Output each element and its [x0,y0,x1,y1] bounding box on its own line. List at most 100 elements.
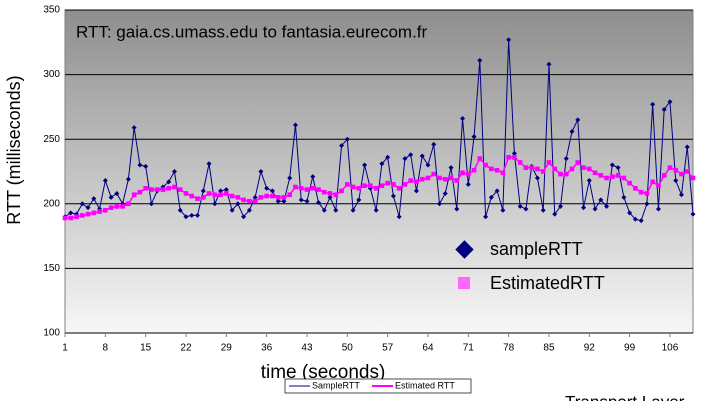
point [166,179,172,185]
point [379,183,385,189]
point [200,195,206,200]
point [327,194,333,200]
plot-area [64,9,694,334]
point [298,197,304,203]
point [373,185,379,191]
point [97,209,102,214]
point [345,182,350,187]
point [258,169,264,174]
point [460,170,465,176]
x-tick-label: 78 [503,343,515,354]
point [534,175,540,181]
point [385,180,390,186]
point [402,156,408,162]
point [511,150,517,156]
point [425,175,431,181]
point [436,201,442,207]
point [431,141,437,147]
x-axis-label: time (seconds) [261,362,386,383]
point [206,161,212,167]
point [114,190,120,196]
point [627,210,633,216]
point [586,166,592,172]
point [160,187,166,192]
legend-label: EstimatedRTT [490,273,605,293]
legend-entry: SampleRTT [312,380,360,390]
point [598,173,604,178]
point [189,193,195,199]
point [385,154,391,160]
point [414,179,419,185]
point [615,165,621,171]
point [339,188,344,194]
point [644,191,650,196]
point [656,183,661,189]
point [212,192,218,198]
point [552,166,558,172]
point [391,182,396,187]
point [362,162,368,168]
point [195,212,201,218]
point [592,170,598,176]
point [137,189,143,195]
point [379,161,385,167]
point [293,184,298,190]
point [143,185,148,191]
point [396,214,402,220]
point [442,190,448,196]
y-tick-label: 200 [43,198,60,209]
point [183,214,189,220]
point [241,214,247,220]
point [581,205,587,211]
legend-entry: Estimated RTT [395,380,455,390]
point [477,57,483,63]
x-tick-label: 99 [624,343,636,354]
point [218,192,223,198]
point [390,193,396,199]
y-tick-label: 300 [43,69,60,80]
point [368,183,373,189]
point [85,205,91,211]
point [74,214,79,220]
point [298,185,304,191]
point [529,165,534,170]
point [690,211,696,217]
point [546,160,552,165]
point [650,179,655,185]
point [661,173,667,178]
point [195,196,200,201]
point [292,122,298,128]
point [673,167,679,173]
point [419,176,425,182]
point [339,143,345,149]
point [321,207,327,213]
point [91,210,97,216]
point [678,192,684,198]
legend-marker [455,240,474,259]
x-tick-label: 92 [584,343,596,354]
point [540,207,546,213]
point [350,184,356,190]
point [488,194,494,200]
point [540,169,546,174]
point [494,167,500,173]
point [684,169,690,174]
y-tick-label: 150 [43,263,60,274]
point [264,185,270,191]
point [304,187,310,192]
point [483,214,489,220]
point [68,210,74,216]
point [246,207,252,213]
point [269,188,275,194]
point [609,162,615,168]
point [270,193,275,199]
point [454,178,460,183]
point [500,170,506,176]
point [546,61,552,67]
point [621,175,627,181]
point [471,134,477,140]
point [466,171,471,177]
point [690,175,696,181]
point [448,175,454,181]
point [604,203,610,209]
